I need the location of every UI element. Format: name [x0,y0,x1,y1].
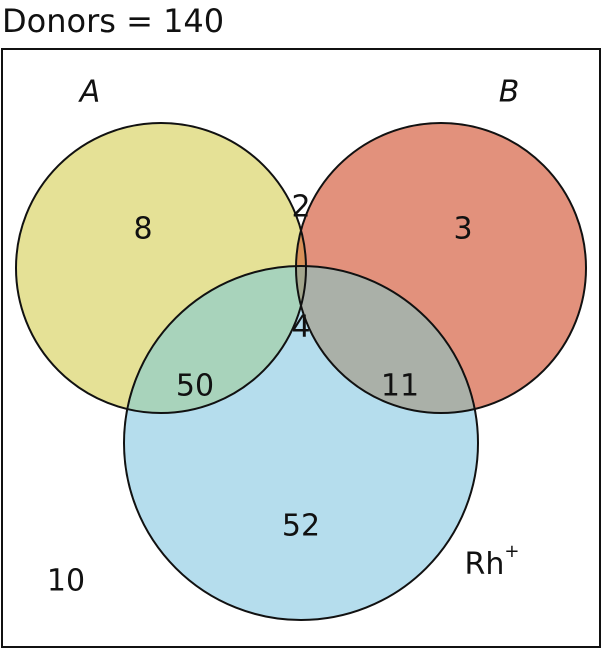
overlap-a-rh [124,266,306,413]
region-a-b-count: 2 [291,190,310,225]
set-b-label: B [499,75,520,110]
region-outside-count: 10 [47,564,85,599]
region-b-rh-count: 11 [381,369,419,404]
page-title: Donors = 140 [2,2,224,40]
region-b-only-count: 3 [453,212,472,247]
region-a-only-count: 8 [133,212,152,247]
region-a-b-rh-count: 4 [291,310,310,345]
circle-outlines [15,122,587,621]
set-a-label: A [78,75,101,110]
region-a-rh-count: 50 [176,369,214,404]
overlap-b-rh [296,266,478,413]
region-rh-only-count: 52 [282,509,320,544]
set-rh-label: Rh+ [465,541,520,582]
